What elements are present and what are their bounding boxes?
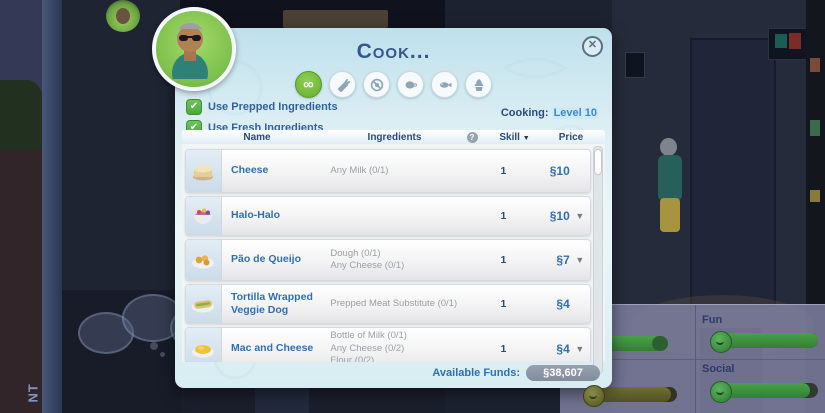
recipe-price: §7: [556, 253, 570, 267]
background-sim2-head: [660, 138, 677, 156]
recipe-ingredients: Bottle of Milk (0/1) Any Cheese (0/2) Fl…: [330, 330, 407, 362]
sort-desc-icon: ▼: [522, 134, 530, 142]
shelf: [283, 10, 388, 28]
panel-divider: [560, 359, 825, 360]
recipe-row-pao-de-queijo[interactable]: Pão de Queijo Dough (0/1) Any Cheese (0/…: [185, 239, 591, 281]
recipe-list-scrollbar[interactable]: [593, 146, 603, 374]
checkbox-checked-icon: ✔: [186, 99, 202, 115]
need-label-social: Social: [702, 363, 735, 375]
recipe-price: §4: [556, 297, 570, 311]
recipe-skill: 1: [500, 343, 507, 355]
need-label-fun: Fun: [702, 314, 723, 326]
use-prepped-ingredients-checkbox[interactable]: ✔ Use Prepped Ingredients: [186, 99, 338, 115]
filter-meat-icon[interactable]: [397, 71, 424, 98]
filter-fish-icon[interactable]: [431, 71, 458, 98]
cook-dialog: ✕ Cook... ∞ ✔ Use Prepped Ingredie: [152, 7, 612, 388]
cooking-skill-level: Cooking: Level 10: [500, 107, 599, 119]
filter-vegetarian-icon[interactable]: [329, 71, 356, 98]
mac-and-cheese-food-icon: [186, 328, 222, 362]
recipe-ingredients: Dough (0/1) Any Cheese (0/1): [330, 247, 405, 271]
need-icon-partial: [583, 385, 605, 407]
social-need-bar[interactable]: [720, 383, 818, 398]
avatar-portrait: [172, 23, 208, 87]
recipe-name: Cheese: [230, 164, 269, 177]
sim-avatar[interactable]: [152, 7, 236, 91]
column-header-ingredients[interactable]: Ingredients: [367, 131, 422, 143]
fun-need-bar[interactable]: [720, 333, 818, 348]
dialog-title: Cook...: [356, 40, 431, 63]
recipe-row-tortilla-veggie-dog[interactable]: Tortilla Wrapped Veggie Dog Prepped Meat…: [185, 284, 591, 324]
recipe-row-halo-halo[interactable]: Halo-Halo 1 §10 ▼: [185, 196, 591, 236]
recipe-skill: 1: [500, 298, 507, 310]
available-funds: Available Funds: §38,607: [432, 365, 600, 381]
recipe-price: §4: [556, 342, 570, 356]
recipe-row-mac-and-cheese[interactable]: Mac and Cheese Bottle of Milk (0/1) Any …: [185, 327, 591, 362]
recipe-filter-bar: ∞: [175, 71, 612, 98]
filter-all-icon[interactable]: ∞: [295, 71, 322, 98]
funds-amount-badge: §38,607: [526, 365, 600, 381]
recipe-skill: 1: [500, 254, 507, 266]
help-icon[interactable]: ?: [466, 131, 478, 143]
recipe-skill: 1: [500, 165, 507, 177]
recipe-name: Mac and Cheese: [230, 342, 314, 355]
pao-de-queijo-food-icon: [186, 240, 222, 280]
recipe-row-cheese[interactable]: Cheese Any Milk (0/1) 1 §10: [185, 149, 591, 193]
vertical-hud-text: NT: [25, 383, 41, 403]
recipe-name: Halo-Halo: [230, 209, 280, 222]
wall-pillar: [42, 0, 62, 413]
expand-arrow-icon[interactable]: ▼: [575, 344, 585, 354]
recipe-list: Cheese Any Milk (0/1) 1 §10 Halo-Halo 1 …: [182, 144, 605, 362]
expand-arrow-icon[interactable]: ▼: [575, 255, 585, 265]
recipe-name: Tortilla Wrapped Veggie Dog: [230, 290, 313, 316]
fun-need-icon: [710, 331, 732, 353]
column-header-price[interactable]: Price: [558, 131, 584, 143]
background-sim2-legs: [660, 198, 680, 232]
column-header-skill[interactable]: Skill ▼: [499, 131, 530, 143]
recipe-price: §10: [549, 209, 570, 223]
picture-frame: [625, 52, 645, 78]
scrollbar-thumb[interactable]: [594, 149, 602, 175]
recipe-name: Pão de Queijo: [230, 253, 301, 266]
recipe-price: §10: [549, 164, 570, 178]
recipe-skill: 1: [500, 210, 507, 222]
tortilla-veggie-dog-food-icon: [186, 285, 222, 323]
thought-bubble-dot: [150, 342, 158, 350]
recipe-ingredients: Prepped Meat Substitute (0/1): [330, 297, 458, 309]
filter-lactose-free-icon[interactable]: [363, 71, 390, 98]
cheese-food-icon: [186, 150, 222, 192]
recipe-table-header: Name Ingredients ? Skill ▼ Price: [182, 130, 605, 144]
background-sim-head: [116, 8, 130, 24]
doorway: [690, 38, 776, 307]
column-header-name[interactable]: Name: [243, 131, 271, 143]
filter-dessert-icon[interactable]: [465, 71, 492, 98]
need-bar-partial-low[interactable]: [593, 387, 677, 402]
close-icon[interactable]: ✕: [582, 36, 603, 57]
expand-arrow-icon[interactable]: ▼: [575, 211, 585, 221]
thought-bubble-dot: [160, 352, 165, 357]
social-need-icon: [710, 381, 732, 403]
background-sim2-torso: [658, 155, 682, 201]
recipe-ingredients: Any Milk (0/1): [330, 164, 389, 176]
halo-halo-food-icon: [186, 197, 222, 235]
outdoor-ground: [0, 150, 46, 413]
